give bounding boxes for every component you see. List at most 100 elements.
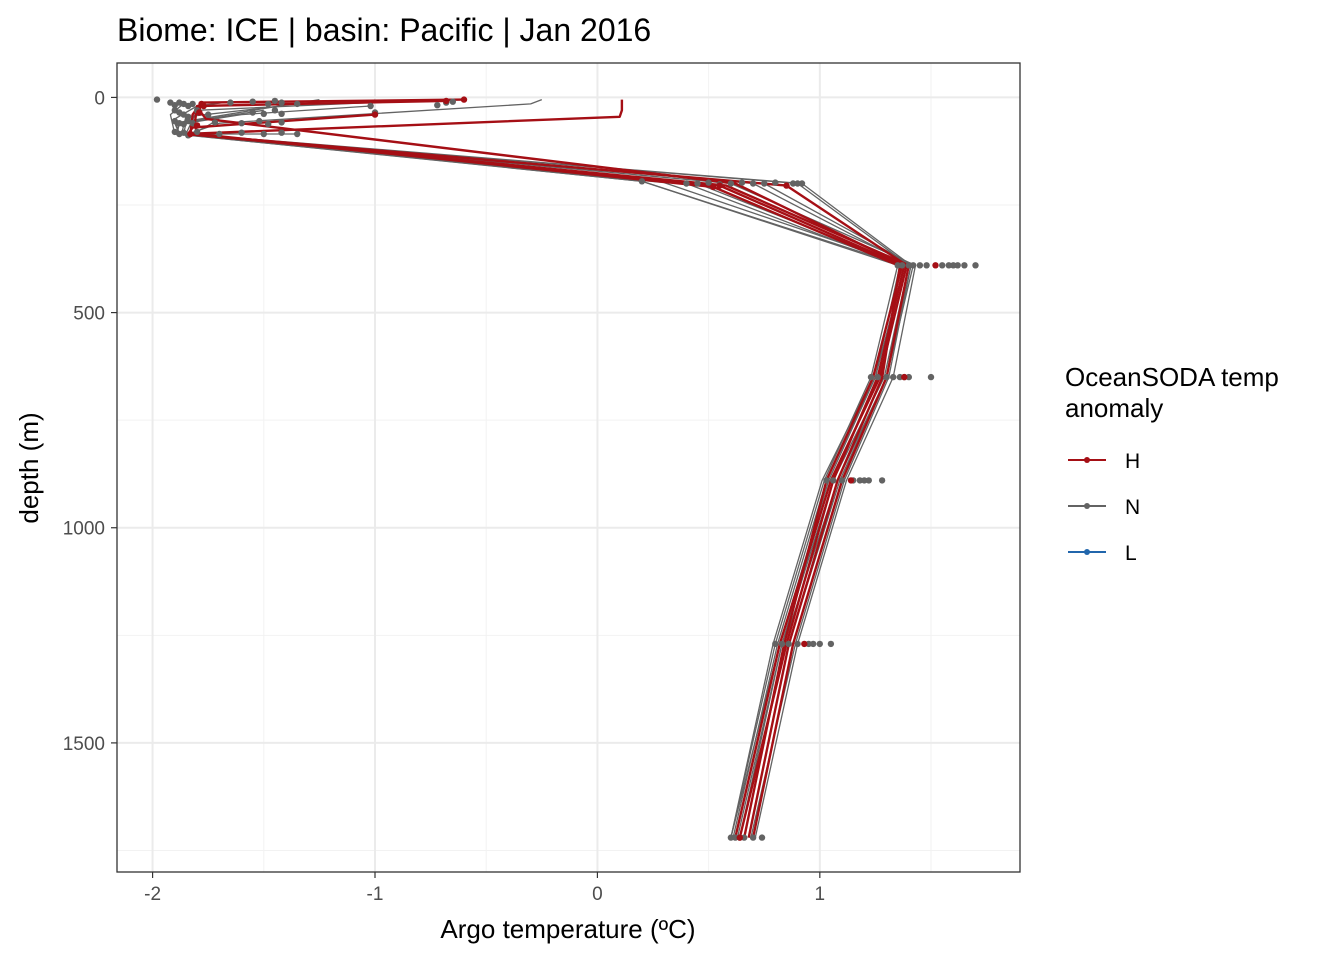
data-point-N — [810, 640, 817, 648]
data-point-N — [905, 262, 912, 269]
data-point-N — [434, 102, 441, 109]
data-point-N — [260, 110, 267, 118]
y-axis-title: depth (m) — [14, 412, 44, 523]
data-point-N — [923, 262, 930, 269]
data-point-N — [896, 373, 904, 381]
data-point-N — [785, 640, 792, 648]
data-point-N — [761, 180, 768, 187]
data-point-N — [772, 640, 779, 648]
data-point-N — [249, 109, 256, 116]
x-tick-label: 0 — [592, 884, 603, 905]
data-point-N — [916, 262, 924, 269]
data-point-N — [638, 178, 646, 185]
data-points — [153, 96, 979, 841]
data-point-N — [883, 373, 890, 381]
plot-panel — [116, 62, 1021, 873]
data-point-N — [867, 373, 875, 381]
data-point-N — [694, 180, 701, 187]
legend-title-line-2: anomaly — [1065, 393, 1163, 423]
y-tick-label: 1500 — [63, 734, 105, 755]
x-tick-label: 1 — [815, 884, 826, 905]
legend-key-point — [1084, 549, 1090, 555]
data-point-N — [205, 111, 212, 118]
data-point-N — [856, 477, 864, 484]
plot-background — [117, 63, 1020, 872]
data-point-H — [371, 111, 379, 118]
plot-border — [116, 62, 1021, 873]
legend-label: N — [1125, 496, 1140, 519]
data-point-N — [216, 130, 223, 138]
data-point-N — [732, 834, 739, 841]
data-point-N — [367, 102, 374, 110]
data-point-N — [449, 98, 456, 105]
data-point-N — [271, 107, 279, 114]
legend-keys: HNL — [1068, 450, 1140, 565]
data-point-N — [823, 477, 830, 484]
data-point-N — [798, 180, 806, 187]
data-point-N — [954, 262, 961, 269]
data-point-N — [727, 834, 735, 841]
data-point-N — [789, 180, 797, 187]
grid-major — [117, 63, 1020, 872]
data-point-N — [910, 262, 917, 269]
data-point-N — [945, 262, 952, 269]
data-point-N — [193, 128, 201, 136]
data-point-N — [260, 130, 267, 138]
data-point-N — [805, 640, 812, 648]
x-tick-label: -1 — [367, 884, 384, 905]
data-point-N — [905, 373, 912, 381]
data-point-N — [874, 373, 881, 381]
data-point-N — [972, 262, 979, 269]
data-point-H — [193, 122, 201, 129]
legend-label: L — [1125, 542, 1137, 565]
data-point-N — [794, 640, 801, 648]
data-point-N — [927, 373, 935, 381]
data-point-N — [749, 834, 757, 841]
data-point-N — [741, 834, 748, 841]
data-point-N — [189, 100, 196, 108]
x-axis-title: Argo temperature (ºC) — [440, 914, 695, 944]
data-point-N — [950, 262, 957, 269]
data-point-N — [238, 120, 245, 127]
data-point-N — [758, 834, 766, 841]
data-point-H — [736, 834, 743, 841]
data-point-N — [772, 179, 779, 186]
data-point-H — [847, 477, 855, 484]
y-tick-label: 500 — [73, 304, 105, 325]
data-point-N — [278, 110, 285, 118]
data-point-N — [180, 120, 187, 128]
data-point-N — [961, 262, 968, 269]
x-axis: -2 -1 0 1 — [144, 872, 825, 905]
data-point-N — [878, 477, 886, 484]
data-point-N — [211, 119, 219, 126]
data-point-N — [727, 180, 735, 187]
legend-label: H — [1125, 450, 1140, 473]
data-point-N — [794, 180, 801, 187]
data-point-N — [816, 640, 823, 648]
data-point-N — [238, 129, 245, 136]
legend-title-line-1: OceanSODA temp — [1065, 362, 1279, 392]
data-point-H — [443, 97, 450, 105]
data-point-N — [838, 477, 846, 484]
data-point-N — [738, 179, 746, 186]
data-point-N — [683, 180, 690, 187]
data-point-N — [256, 117, 263, 125]
legend-key-point — [1084, 503, 1090, 509]
data-point-N — [278, 129, 285, 136]
data-point-H — [901, 373, 908, 381]
data-point-N — [861, 477, 868, 484]
data-point-H — [460, 96, 468, 103]
chart-title: Biome: ICE | basin: Pacific | Jan 2016 — [117, 12, 651, 48]
data-point-N — [265, 120, 272, 128]
data-point-N — [249, 98, 256, 105]
data-point-N — [939, 262, 946, 269]
legend-key-point — [1084, 457, 1090, 463]
y-axis: 0 500 1000 1500 — [63, 88, 117, 755]
profile-line-H — [193, 99, 902, 838]
data-point-N — [894, 262, 901, 269]
data-point-N — [294, 130, 301, 138]
data-point-H — [932, 262, 939, 269]
data-point-N — [830, 477, 837, 484]
legend: OceanSODA temp anomaly HNL — [1065, 362, 1279, 565]
